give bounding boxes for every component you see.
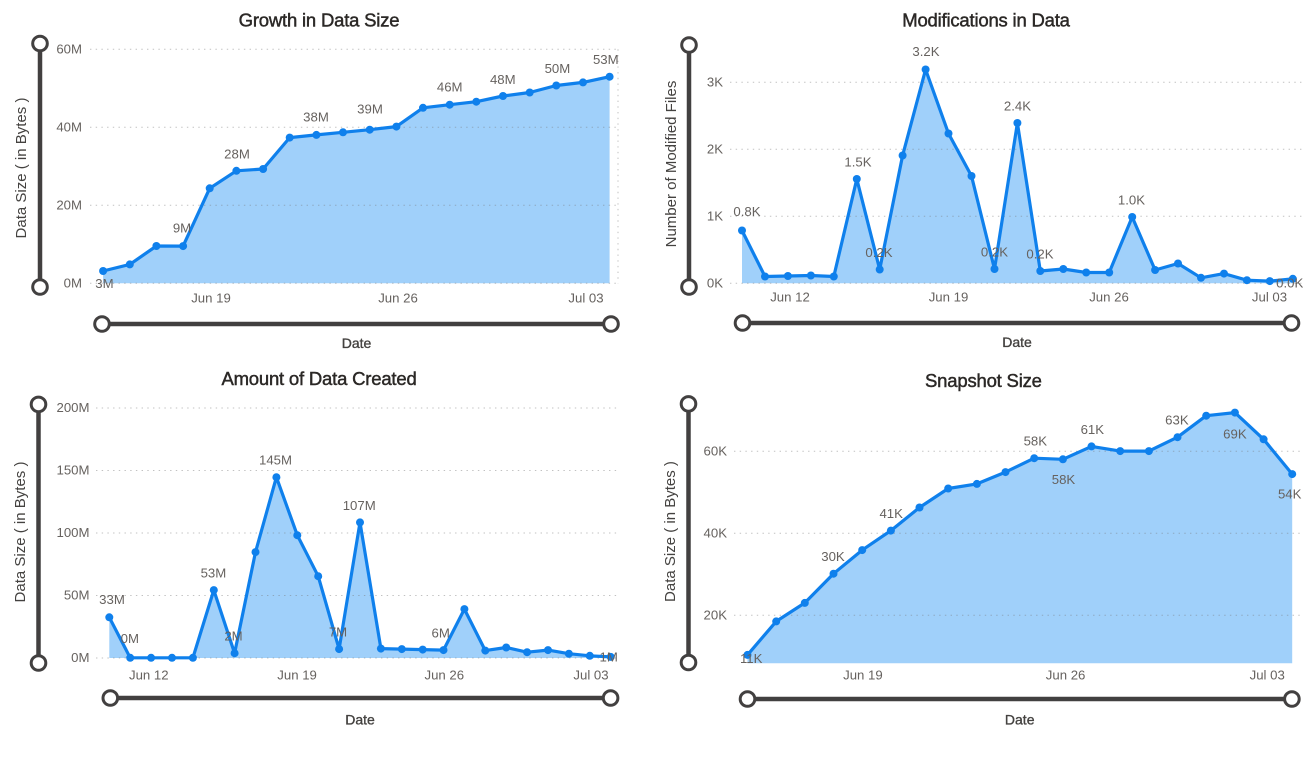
svg-text:38M: 38M: [303, 110, 329, 125]
svg-text:50M: 50M: [64, 588, 90, 603]
svg-text:Jun 26: Jun 26: [1046, 668, 1086, 683]
svg-text:1.0K: 1.0K: [1118, 193, 1145, 208]
svg-text:Modifications in Data: Modifications in Data: [902, 10, 1070, 31]
svg-text:3M: 3M: [95, 276, 113, 291]
svg-text:50M: 50M: [545, 61, 571, 76]
svg-text:6M: 6M: [432, 626, 450, 641]
svg-text:Data Size ( in Bytes ): Data Size ( in Bytes ): [662, 461, 679, 602]
svg-text:63K: 63K: [1165, 413, 1189, 428]
svg-text:2.4K: 2.4K: [1004, 99, 1031, 114]
svg-text:0.2K: 0.2K: [981, 245, 1008, 260]
svg-text:1K: 1K: [707, 209, 723, 224]
svg-text:40M: 40M: [56, 120, 82, 135]
svg-text:0.8K: 0.8K: [733, 204, 760, 219]
svg-text:41K: 41K: [879, 506, 903, 521]
svg-text:2M: 2M: [224, 629, 242, 644]
svg-text:20M: 20M: [56, 198, 82, 213]
svg-text:3.2K: 3.2K: [912, 44, 939, 59]
svg-text:0M: 0M: [121, 631, 139, 646]
svg-text:53M: 53M: [201, 566, 227, 581]
svg-text:Jun 19: Jun 19: [929, 290, 969, 305]
svg-text:Jun 12: Jun 12: [770, 290, 810, 305]
svg-text:100M: 100M: [57, 525, 90, 540]
svg-text:Date: Date: [1005, 712, 1035, 728]
svg-text:28M: 28M: [224, 147, 250, 162]
svg-text:40K: 40K: [704, 525, 728, 540]
svg-text:69K: 69K: [1223, 427, 1247, 442]
svg-text:2K: 2K: [707, 142, 723, 157]
svg-text:0.2K: 0.2K: [1026, 247, 1053, 262]
svg-text:Jul 03: Jul 03: [1252, 290, 1287, 305]
svg-text:Date: Date: [342, 335, 372, 351]
svg-text:30K: 30K: [821, 549, 845, 564]
svg-text:3K: 3K: [707, 75, 723, 90]
svg-text:Data Size ( in Bytes ): Data Size ( in Bytes ): [13, 98, 30, 239]
svg-text:9M: 9M: [173, 221, 191, 236]
svg-text:145M: 145M: [259, 453, 292, 468]
svg-text:0M: 0M: [64, 276, 82, 291]
svg-text:200M: 200M: [57, 400, 90, 415]
svg-text:20K: 20K: [704, 607, 728, 622]
svg-text:Jun 19: Jun 19: [191, 291, 231, 306]
svg-text:Jun 12: Jun 12: [129, 668, 169, 683]
svg-text:60M: 60M: [56, 42, 82, 57]
svg-text:11K: 11K: [740, 651, 763, 666]
svg-text:Date: Date: [345, 712, 375, 728]
svg-text:7M: 7M: [329, 625, 347, 640]
svg-text:Jul 03: Jul 03: [568, 291, 603, 306]
svg-text:0K: 0K: [707, 276, 723, 291]
svg-text:46M: 46M: [437, 80, 463, 95]
svg-text:Jul 03: Jul 03: [573, 668, 608, 683]
svg-text:150M: 150M: [57, 463, 90, 478]
svg-text:Amount of Data Created: Amount of Data Created: [221, 368, 416, 389]
svg-text:Jun 26: Jun 26: [424, 668, 464, 683]
svg-text:1M: 1M: [600, 650, 618, 665]
svg-text:Snapshot Size: Snapshot Size: [925, 370, 1042, 391]
svg-text:58K: 58K: [1052, 472, 1076, 487]
svg-text:Jun 19: Jun 19: [843, 668, 883, 683]
svg-text:Jul 03: Jul 03: [1250, 668, 1285, 683]
svg-text:Jun 26: Jun 26: [1089, 290, 1129, 305]
svg-text:58K: 58K: [1024, 434, 1048, 449]
svg-text:1.5K: 1.5K: [844, 155, 871, 170]
svg-text:Data Size ( in Bytes ): Data Size ( in Bytes ): [12, 462, 29, 603]
svg-text:Jun 19: Jun 19: [277, 668, 317, 683]
svg-text:0.0K: 0.0K: [1276, 275, 1303, 290]
svg-text:0.2K: 0.2K: [865, 245, 892, 260]
svg-text:Date: Date: [1002, 334, 1032, 350]
svg-text:48M: 48M: [490, 72, 516, 87]
svg-text:39M: 39M: [357, 102, 383, 117]
svg-text:0M: 0M: [71, 650, 89, 665]
svg-text:60K: 60K: [704, 443, 728, 458]
svg-text:107M: 107M: [343, 498, 376, 513]
svg-text:53M: 53M: [593, 52, 619, 67]
svg-text:Number of Modified Files: Number of Modified Files: [663, 81, 680, 248]
svg-text:33M: 33M: [99, 592, 125, 607]
svg-text:54K: 54K: [1278, 487, 1302, 502]
svg-text:Growth in Data Size: Growth in Data Size: [239, 10, 400, 31]
svg-text:61K: 61K: [1081, 422, 1105, 437]
svg-text:Jun 26: Jun 26: [378, 291, 418, 306]
